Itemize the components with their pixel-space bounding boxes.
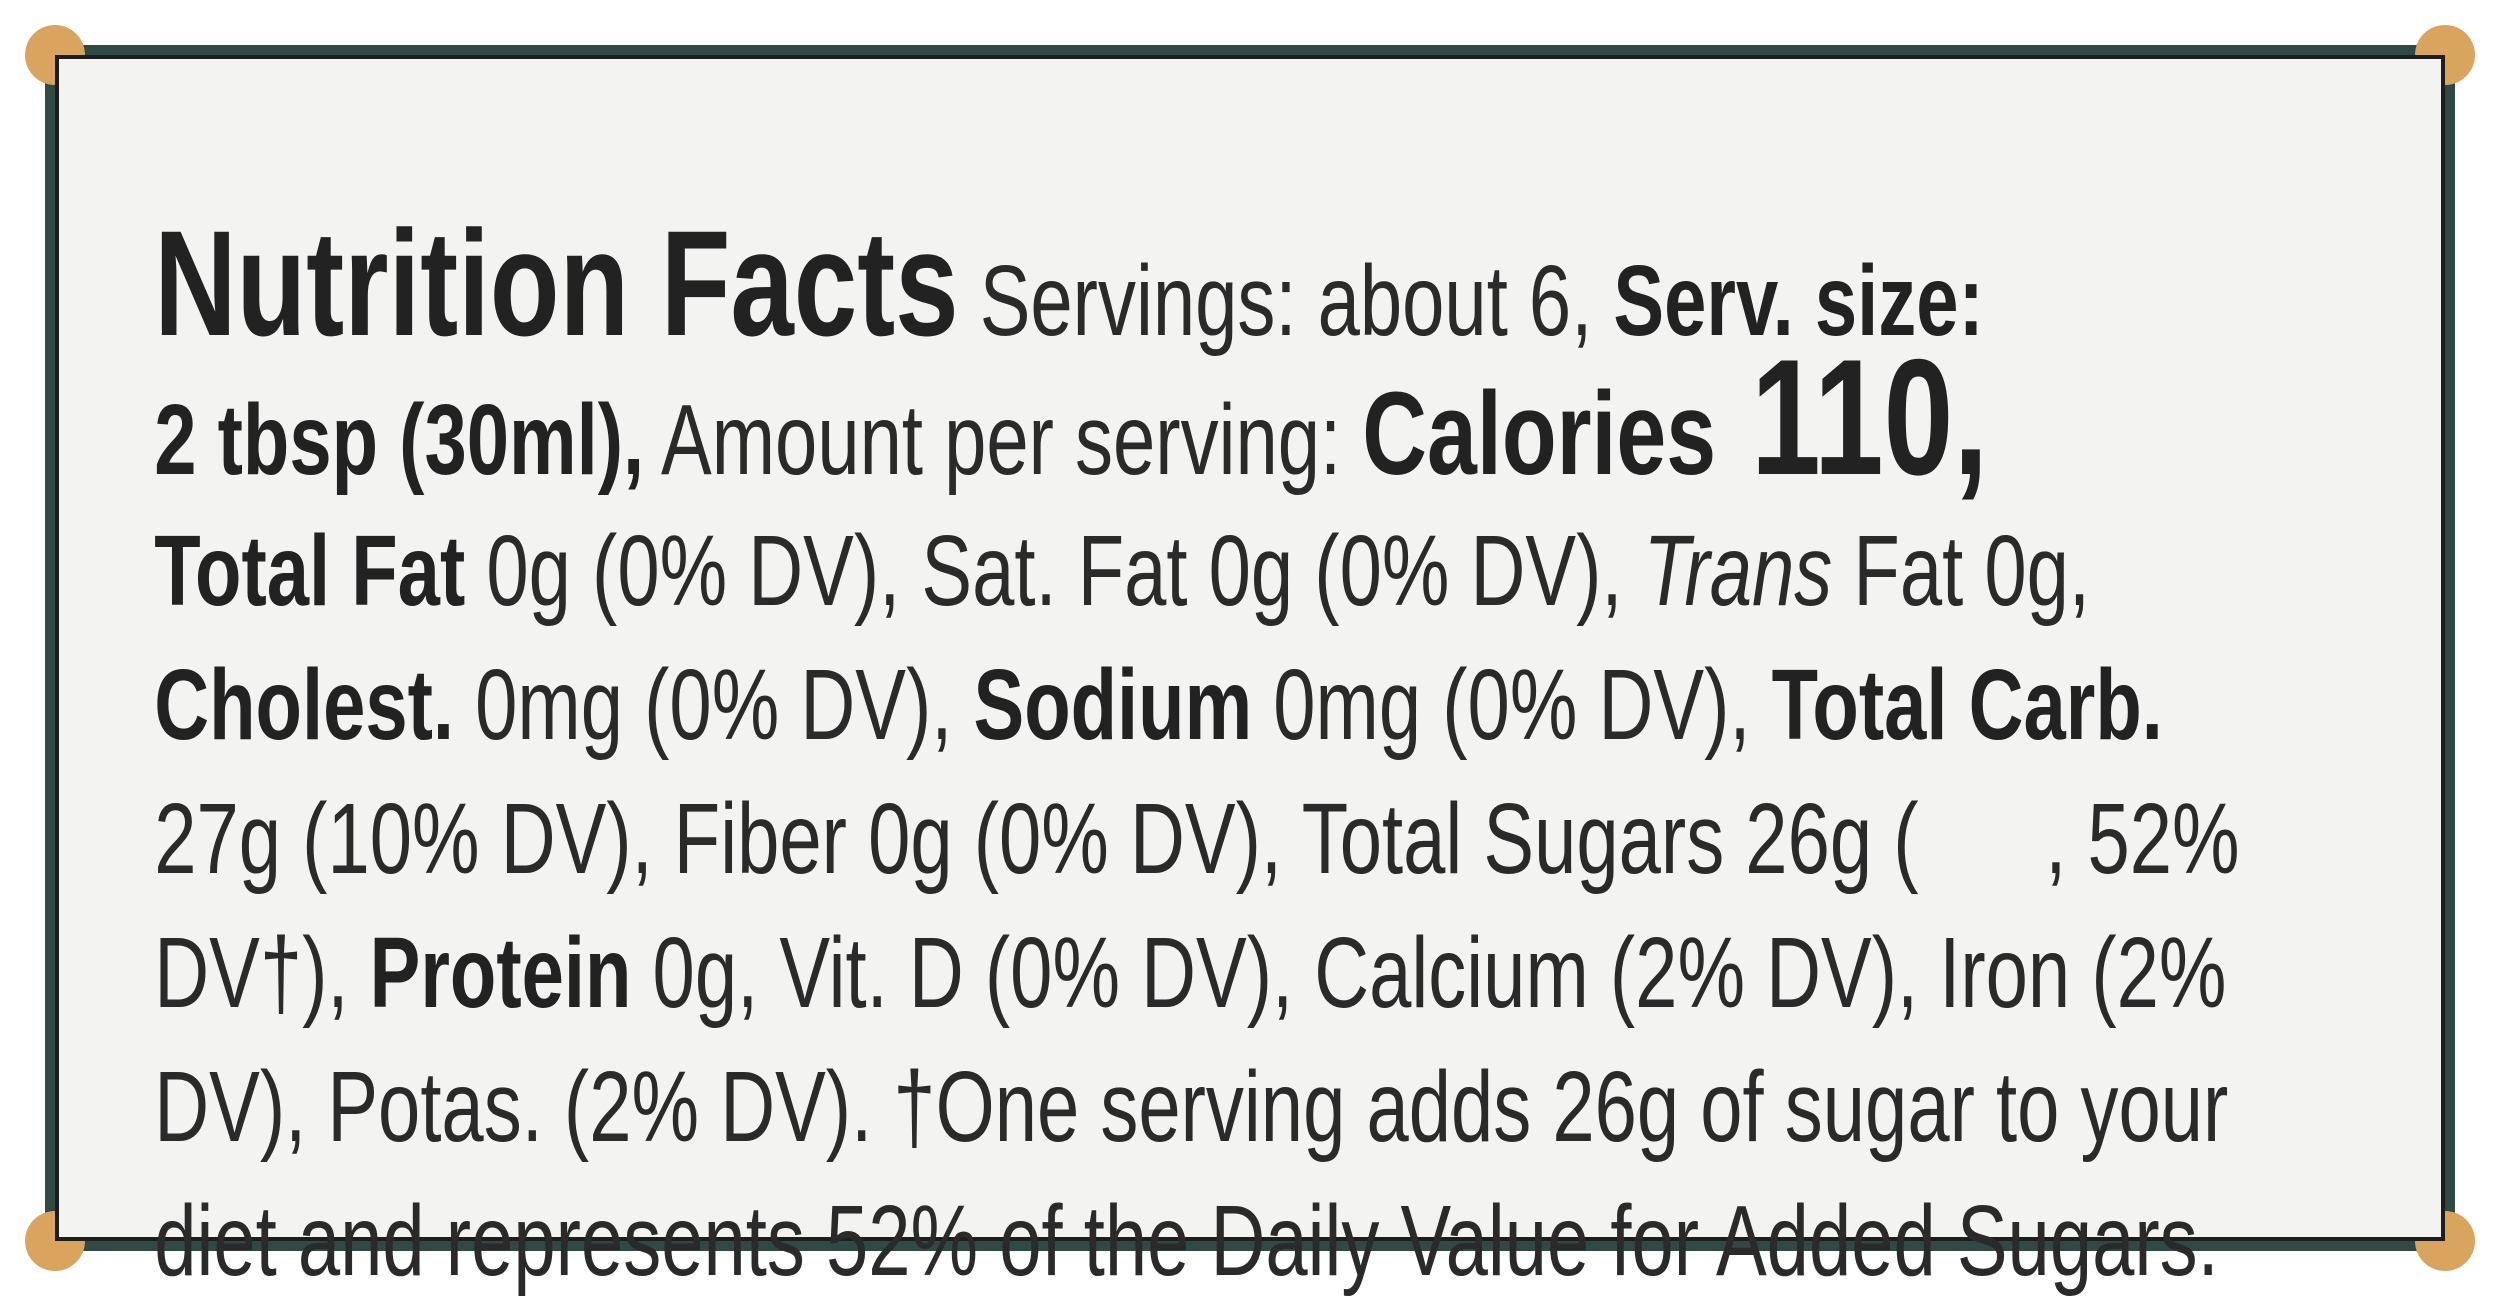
text-bold: Cholest. xyxy=(154,649,455,761)
calories-label: Calories xyxy=(1362,368,1717,500)
label-line: 2 tbsp (30ml), Amount per serving: Calor… xyxy=(112,235,1988,500)
text-bold: Sodium xyxy=(973,649,1253,761)
text-bold: Protein xyxy=(369,917,632,1029)
label-line: 27g (10% DV), Fiber 0g (0% DV), Total Su… xyxy=(112,689,2239,889)
text: 0g, Vit. D (0% DV), Calcium (2% DV), Iro… xyxy=(631,917,2227,1029)
text: DV†), xyxy=(154,917,370,1029)
text: DV), Potas. (2% DV). †One serving adds 2… xyxy=(154,1051,2229,1163)
text-bold: Serv. size: xyxy=(1613,245,1984,357)
text-bold: Total Carb. xyxy=(1771,649,2163,761)
label-line: Cholest. 0mg (0% DV), Sodium 0mg (0% DV)… xyxy=(112,555,2163,755)
text: 0mg (0% DV), xyxy=(1252,649,1772,761)
text: Servings: about 6, xyxy=(958,245,1614,357)
text: 27g (10% DV), Fiber 0g (0% DV), Total Su… xyxy=(154,783,2240,895)
text: diet and represents 52% of the Daily Val… xyxy=(154,1185,2219,1297)
heading: Nutrition Facts xyxy=(154,199,959,367)
text-bold: 2 tbsp (30ml), xyxy=(154,384,645,496)
label-panel xyxy=(55,55,2445,1241)
text: 0g (0% DV), Sat. Fat 0g (0% DV), xyxy=(465,515,1644,627)
text: Amount per serving: xyxy=(644,384,1363,496)
label-line: DV†), Protein 0g, Vit. D (0% DV), Calciu… xyxy=(112,823,2226,1023)
text: 0mg (0% DV), xyxy=(454,649,974,761)
label-line: Nutrition Facts Servings: about 6, Serv.… xyxy=(112,108,1984,358)
label-line: diet and represents 52% of the Daily Val… xyxy=(112,1091,2219,1291)
label-line: Total Fat 0g (0% DV), Sat. Fat 0g (0% DV… xyxy=(112,421,2090,621)
label-frame xyxy=(25,25,2475,1271)
text-bold: Total Fat xyxy=(154,515,466,627)
text-italic: Trans xyxy=(1643,515,1833,627)
text: Fat 0g, xyxy=(1832,515,2090,627)
label-line: DV), Potas. (2% DV). †One serving adds 2… xyxy=(112,957,2228,1157)
calories-value: 110, xyxy=(1716,325,1989,509)
